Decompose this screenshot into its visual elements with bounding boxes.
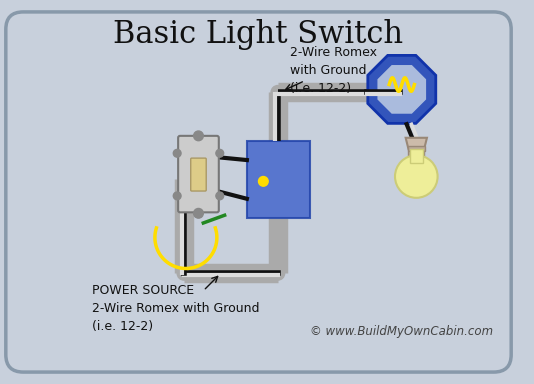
FancyBboxPatch shape: [191, 158, 206, 191]
Text: 2-Wire Romex
with Ground
(i.e. 12-2): 2-Wire Romex with Ground (i.e. 12-2): [290, 46, 378, 94]
Circle shape: [177, 266, 191, 280]
Circle shape: [216, 149, 224, 157]
Text: Basic Light Switch: Basic Light Switch: [113, 19, 404, 50]
Circle shape: [174, 192, 181, 200]
FancyBboxPatch shape: [178, 136, 219, 212]
Circle shape: [174, 149, 181, 157]
Circle shape: [271, 86, 285, 99]
FancyBboxPatch shape: [247, 141, 310, 218]
Circle shape: [271, 266, 285, 280]
Circle shape: [194, 209, 203, 218]
Polygon shape: [406, 138, 427, 149]
FancyBboxPatch shape: [6, 12, 511, 372]
Circle shape: [395, 155, 437, 198]
Text: © www.BuildMyOwnCabin.com: © www.BuildMyOwnCabin.com: [310, 325, 493, 338]
Polygon shape: [376, 65, 427, 114]
FancyBboxPatch shape: [409, 156, 423, 161]
Circle shape: [216, 192, 224, 200]
Circle shape: [258, 177, 268, 186]
Circle shape: [194, 131, 203, 141]
Text: POWER SOURCE
2-Wire Romex with Ground
(i.e. 12-2): POWER SOURCE 2-Wire Romex with Ground (i…: [92, 284, 260, 333]
FancyBboxPatch shape: [407, 147, 425, 151]
FancyBboxPatch shape: [409, 151, 425, 156]
Polygon shape: [368, 55, 436, 123]
FancyBboxPatch shape: [410, 149, 423, 163]
